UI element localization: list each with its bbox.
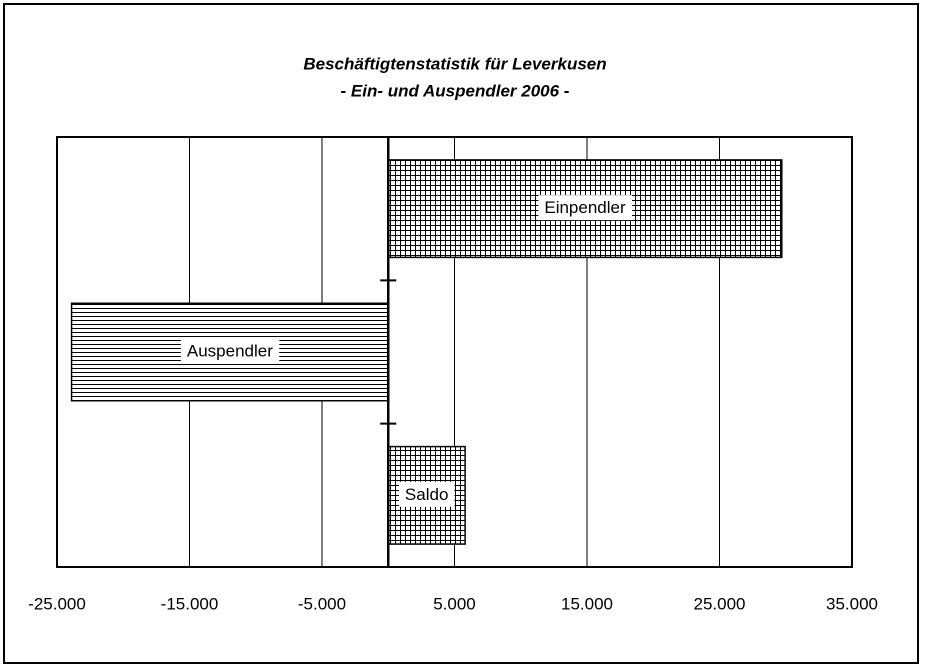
chart-title: Beschäftigtenstatistik für Leverkusen [303,54,606,73]
x-tick-label: 5.000 [433,594,476,613]
x-tick-label: -15.000 [161,594,219,613]
x-tick-label: 35.000 [826,594,878,613]
data-label: Saldo [405,485,448,504]
plot-frame [56,136,853,568]
data-label-box [398,481,455,507]
x-tick-label: 15.000 [561,594,613,613]
x-tick-label: -25.000 [28,594,86,613]
x-tick-label: -5.000 [298,594,346,613]
data-label: Auspendler [187,341,273,360]
data-label: Einpendler [544,198,626,217]
data-label-box [538,195,632,221]
chart-subtitle: - Ein- und Auspendler 2006 - [341,81,570,100]
x-tick-label: 25.000 [694,594,746,613]
data-label-box [180,338,280,364]
